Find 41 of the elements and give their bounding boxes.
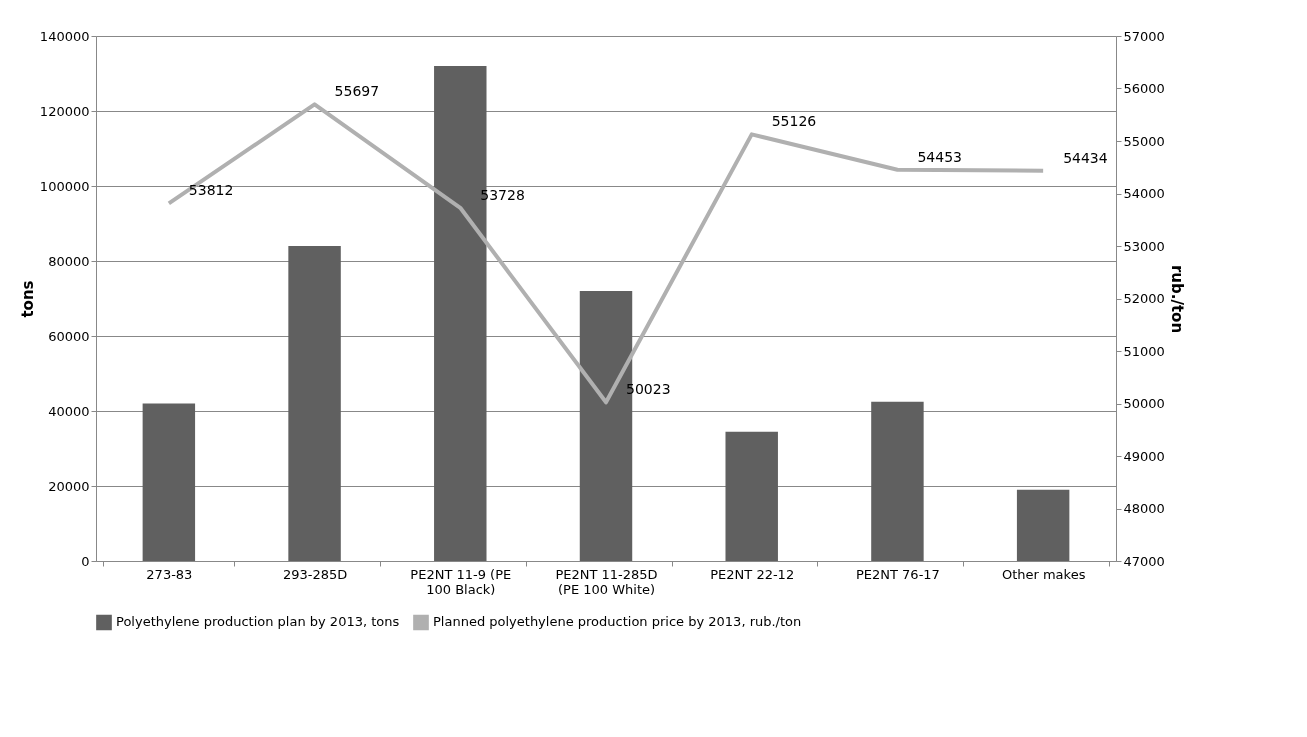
y-tick-label: 60000 [48, 328, 90, 344]
y2-tick-label: 53000 [1123, 238, 1165, 254]
x-tick-label: PE2NT 76-17 [855, 566, 940, 582]
y2-tick-label: 50000 [1123, 396, 1165, 411]
y2-tick-label: 51000 [1123, 343, 1165, 359]
y2-tick-label: 47000 [1123, 553, 1165, 569]
data-label: 54434 [1063, 149, 1108, 166]
bar [725, 431, 778, 561]
data-label: 54453 [917, 148, 962, 165]
data-label: 55697 [334, 83, 380, 100]
bar [142, 403, 196, 561]
y2-tick-label: 52000 [1123, 291, 1165, 306]
y-tick-label: 140000 [39, 28, 90, 44]
y-tick-label: 100000 [39, 178, 90, 194]
y-tick-label: 0 [81, 553, 90, 569]
y2-tick-label: 49000 [1123, 448, 1165, 464]
x-tick-label: 293-285D [282, 566, 348, 582]
x-tick-label: 273-83 [146, 566, 193, 582]
y2-tick-label: 54000 [1123, 186, 1165, 201]
y2-tick-label: 56000 [1123, 81, 1165, 96]
y-axis-title: tons [18, 280, 37, 318]
y-tick-label: 20000 [48, 478, 90, 494]
bar [288, 246, 341, 561]
y2-axis-title: rub./ton [1167, 264, 1186, 334]
x-tick-label: Other makes [1001, 566, 1086, 582]
x-tick-label: PE2NT 11-9 (PE 100 Black) [410, 566, 512, 597]
bar [1016, 489, 1070, 561]
data-label: 53812 [188, 182, 234, 199]
y2-tick-label: 57000 [1123, 28, 1165, 44]
line-series [166, 102, 1046, 405]
x-tick-label: PE2NT 11-285D (PE 100 White) [555, 566, 658, 597]
y-tick-label: 40000 [48, 403, 90, 419]
bar [871, 401, 924, 561]
legend-label: Planned polyethylene production price by 2013, rub./ton [433, 614, 802, 630]
legend-label: Polyethylene production plan by 2013, tons [116, 614, 400, 630]
data-label: 55126 [771, 113, 817, 130]
y-tick-label: 120000 [39, 103, 90, 119]
y2-tick-label: 48000 [1123, 501, 1165, 516]
y2-tick-label: 55000 [1123, 133, 1165, 149]
y-tick-label: 80000 [48, 253, 90, 269]
x-tick-label: PE2NT 22-12 [710, 566, 795, 582]
